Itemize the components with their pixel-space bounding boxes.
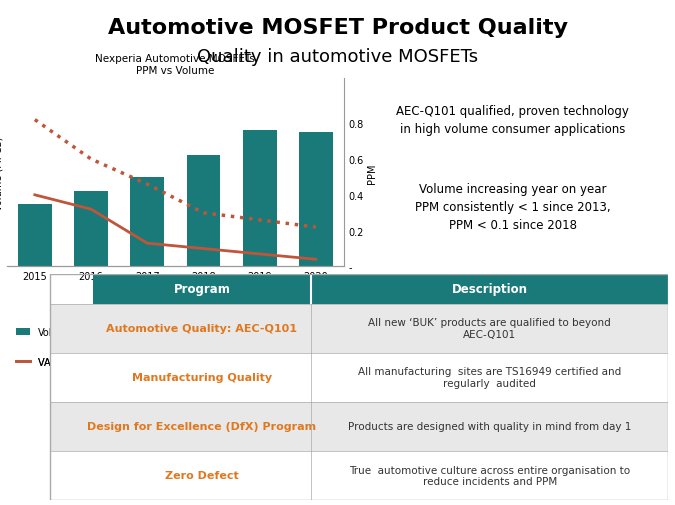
FancyBboxPatch shape <box>92 275 311 304</box>
Text: All manufacturing  sites are TS16949 certified and
regularly  audited: All manufacturing sites are TS16949 cert… <box>358 367 621 388</box>
FancyBboxPatch shape <box>311 304 668 353</box>
Bar <box>243 131 277 267</box>
Text: AEC-Q101 qualified, proven technology
in high volume consumer applications: AEC-Q101 qualified, proven technology in… <box>396 105 629 136</box>
FancyBboxPatch shape <box>92 402 311 451</box>
Text: Automotive MOSFET Product Quality: Automotive MOSFET Product Quality <box>107 18 568 38</box>
Legend: VALID PPM: VALID PPM <box>11 353 94 371</box>
Text: Volume increasing year on year
PPM consistently < 1 since 2013,
PPM < 0.1 since : Volume increasing year on year PPM consi… <box>415 182 610 231</box>
FancyBboxPatch shape <box>50 304 92 353</box>
Text: Design for Excellence (DfX) Program: Design for Excellence (DfX) Program <box>87 422 317 431</box>
FancyBboxPatch shape <box>50 353 92 402</box>
Bar <box>130 178 164 267</box>
FancyBboxPatch shape <box>311 402 668 451</box>
Text: Zero Defect: Zero Defect <box>165 471 239 480</box>
Bar <box>186 156 220 267</box>
Text: All new ‘BUK’ products are qualified to beyond
AEC-Q101: All new ‘BUK’ products are qualified to … <box>369 318 611 339</box>
FancyBboxPatch shape <box>92 304 311 353</box>
FancyBboxPatch shape <box>92 353 311 402</box>
Bar <box>18 205 52 267</box>
Y-axis label: Volume (MPCS): Volume (MPCS) <box>0 136 4 210</box>
FancyBboxPatch shape <box>311 451 668 500</box>
Text: Program: Program <box>173 283 230 296</box>
Text: Products are designed with quality in mind from day 1: Products are designed with quality in mi… <box>348 422 631 431</box>
Text: Automotive Quality: AEC-Q101: Automotive Quality: AEC-Q101 <box>107 324 298 333</box>
Bar <box>74 192 108 267</box>
Title: Nexperia Automotive MOSFETs
PPM vs Volume: Nexperia Automotive MOSFETs PPM vs Volum… <box>95 54 255 76</box>
Text: True  automotive culture across entire organisation to
reduce incidents and PPM: True automotive culture across entire or… <box>349 465 630 486</box>
FancyBboxPatch shape <box>311 275 668 304</box>
FancyBboxPatch shape <box>92 451 311 500</box>
Text: Manufacturing Quality: Manufacturing Quality <box>132 373 272 382</box>
FancyBboxPatch shape <box>50 451 92 500</box>
Text: *ppm=parts per million: *ppm=parts per million <box>155 373 262 382</box>
FancyBboxPatch shape <box>50 402 92 451</box>
Y-axis label: PPM: PPM <box>367 163 377 183</box>
FancyBboxPatch shape <box>311 353 668 402</box>
Text: Quality in automotive MOSFETs: Quality in automotive MOSFETs <box>197 48 478 66</box>
Text: Description: Description <box>452 283 528 296</box>
Bar <box>299 133 333 267</box>
